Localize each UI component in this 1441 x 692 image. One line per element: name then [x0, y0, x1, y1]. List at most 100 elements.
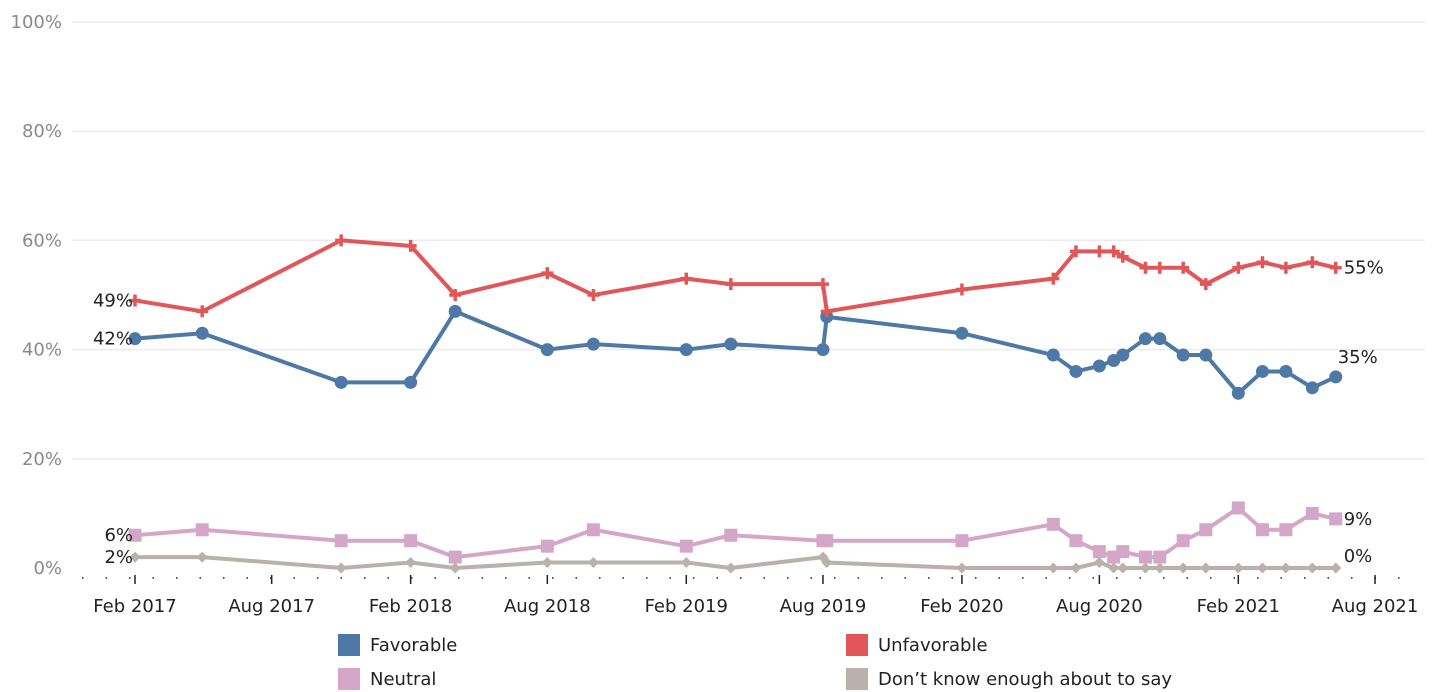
start-label-favorable: 42%	[93, 329, 133, 350]
point-unfavorable-7	[680, 272, 693, 285]
x-axis: Feb 2017 Aug 2017 Feb 2018 Aug 2018 Feb 2019…	[82, 575, 1418, 617]
point-favorable-12	[1046, 348, 1060, 362]
point-neutral-8	[724, 528, 738, 542]
end-label-don-t-know-enough-about-to-say: 0%	[1344, 546, 1373, 567]
point-don-t-know-enough-about-to-say-7	[680, 557, 692, 569]
point-neutral-0	[128, 528, 142, 542]
point-unfavorable-3	[404, 239, 417, 252]
x-tick-label-feb-2018: Feb 2018	[369, 596, 452, 617]
point-neutral-5	[540, 539, 554, 553]
point-unfavorable-0	[129, 294, 141, 307]
point-favorable-4	[448, 304, 462, 318]
series-group	[128, 234, 1343, 574]
point-favorable-25	[1329, 370, 1343, 384]
point-don-t-know-enough-about-to-say-12	[1047, 562, 1059, 574]
point-neutral-12	[1046, 517, 1060, 531]
x-tick-label-feb-2017: Feb 2017	[93, 596, 176, 617]
point-neutral-3	[404, 534, 418, 548]
point-favorable-13	[1069, 364, 1083, 378]
point-favorable-2	[334, 375, 348, 389]
y-tick-label-40: 40%	[22, 340, 62, 361]
point-unfavorable-5	[541, 267, 554, 280]
start-label-unfavorable: 49%	[93, 290, 133, 311]
x-tick-label-aug-2020: Aug 2020	[1056, 596, 1143, 617]
point-don-t-know-enough-about-to-say-6	[587, 557, 599, 569]
point-favorable-20	[1199, 348, 1213, 362]
point-neutral-18	[1153, 550, 1167, 564]
point-neutral-20	[1199, 523, 1213, 537]
point-neutral-19	[1176, 534, 1190, 548]
point-favorable-18	[1153, 332, 1167, 346]
point-unfavorable-14	[1093, 245, 1106, 258]
point-don-t-know-enough-about-to-say-13	[1070, 562, 1082, 574]
point-favorable-0	[128, 332, 142, 346]
point-favorable-17	[1138, 332, 1152, 346]
point-unfavorable-17	[1139, 261, 1152, 274]
point-favorable-21	[1231, 386, 1245, 400]
point-neutral-23	[1279, 523, 1293, 537]
point-unfavorable-22	[1256, 256, 1269, 269]
point-don-t-know-enough-about-to-say-4	[449, 562, 461, 574]
y-tick-label-0: 0%	[33, 558, 62, 579]
point-neutral-11	[955, 534, 969, 548]
point-favorable-1	[195, 326, 209, 340]
start-label-don-t-know-enough-about-to-say: 2%	[104, 547, 133, 568]
point-favorable-11	[955, 326, 969, 340]
point-neutral-2	[334, 534, 348, 548]
point-don-t-know-enough-about-to-say-11	[956, 562, 968, 574]
point-unfavorable-15	[1107, 245, 1120, 258]
point-unfavorable-25	[1329, 261, 1342, 274]
point-don-t-know-enough-about-to-say-10	[821, 557, 833, 569]
point-favorable-24	[1305, 381, 1319, 395]
point-favorable-8	[724, 337, 738, 351]
point-don-t-know-enough-about-to-say-19	[1177, 562, 1189, 574]
point-don-t-know-enough-about-to-say-18	[1154, 562, 1166, 574]
data-labels: 2% 0% 6% 9% 42% 35% 49% 55%	[93, 258, 1384, 568]
point-don-t-know-enough-about-to-say-0	[129, 551, 141, 563]
point-favorable-3	[404, 375, 418, 389]
end-label-neutral: 9%	[1344, 509, 1373, 530]
point-don-t-know-enough-about-to-say-8	[725, 562, 737, 574]
series-line-unfavorable	[134, 238, 1337, 314]
point-unfavorable-8	[724, 278, 737, 291]
point-don-t-know-enough-about-to-say-17	[1139, 562, 1151, 574]
y-tick-label-60: 60%	[22, 230, 62, 251]
series-unfavorable	[129, 234, 1342, 318]
series-favorable	[128, 304, 1343, 400]
point-neutral-7	[679, 539, 693, 553]
point-neutral-25	[1329, 512, 1343, 526]
point-don-t-know-enough-about-to-say-21	[1232, 562, 1244, 574]
point-don-t-know-enough-about-to-say-2	[335, 562, 347, 574]
point-don-t-know-enough-about-to-say-24	[1306, 562, 1318, 574]
point-unfavorable-11	[955, 283, 968, 296]
point-unfavorable-19	[1177, 261, 1190, 274]
start-label-neutral: 6%	[104, 525, 133, 546]
point-unfavorable-4	[449, 289, 462, 301]
point-unfavorable-18	[1153, 261, 1166, 274]
point-favorable-9	[816, 343, 830, 357]
point-don-t-know-enough-about-to-say-14	[1093, 557, 1105, 569]
point-favorable-5	[540, 343, 554, 357]
y-axis: 0% 20% 40% 60% 80% 100%	[11, 12, 62, 579]
end-label-unfavorable: 55%	[1344, 258, 1384, 279]
point-don-t-know-enough-about-to-say-20	[1200, 562, 1212, 574]
y-tick-label-100: 100%	[11, 12, 62, 33]
y-tick-label-80: 80%	[22, 121, 62, 142]
x-tick-label-aug-2021: Aug 2021	[1332, 596, 1419, 617]
series-don-t-know-enough-about-to-say	[129, 551, 1342, 574]
point-neutral-1	[195, 523, 209, 537]
point-neutral-6	[586, 523, 600, 537]
point-unfavorable-24	[1306, 256, 1319, 269]
point-don-t-know-enough-about-to-say-16	[1117, 562, 1129, 574]
point-don-t-know-enough-about-to-say-5	[541, 557, 553, 569]
point-neutral-24	[1305, 506, 1319, 520]
point-favorable-19	[1176, 348, 1190, 362]
point-favorable-7	[679, 343, 693, 357]
point-unfavorable-16	[1116, 250, 1129, 263]
series-neutral	[128, 501, 1343, 564]
point-don-t-know-enough-about-to-say-3	[405, 557, 417, 569]
point-favorable-23	[1279, 364, 1293, 378]
point-neutral-16	[1116, 545, 1130, 559]
point-unfavorable-12	[1047, 272, 1060, 285]
